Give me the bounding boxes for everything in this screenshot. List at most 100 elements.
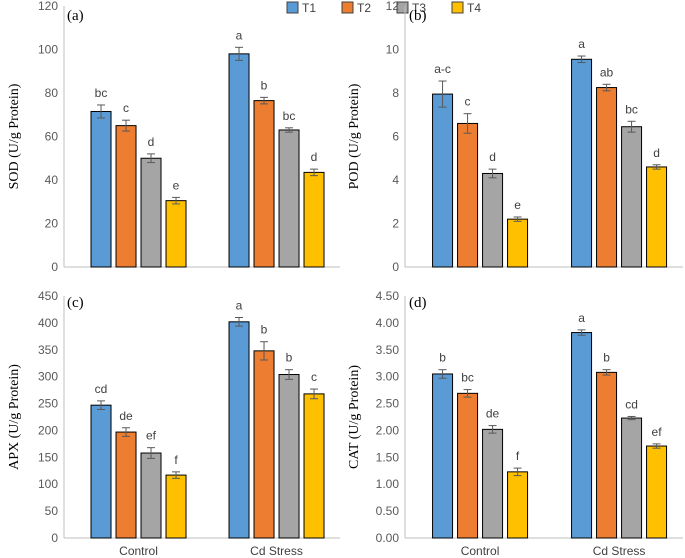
significance-letter: a — [236, 28, 243, 42]
significance-letter: c — [123, 101, 129, 115]
y-tick-label: 3.50 — [376, 343, 400, 357]
bar-t2-control — [457, 122, 479, 268]
x-category-label: Control — [119, 544, 158, 558]
y-tick-label: 60 — [45, 130, 59, 144]
significance-letter: e — [173, 178, 180, 192]
bar-t2-cd-stress — [253, 350, 275, 539]
bar-t3-control — [482, 428, 504, 539]
legend-item-t1: T1 — [286, 1, 316, 15]
significance-letter: d — [311, 150, 318, 164]
legend-item-t2: T2 — [341, 1, 371, 15]
bar-t1-control — [90, 110, 112, 268]
bar-t4-cd-stress — [303, 171, 325, 268]
bar-t1-control — [90, 404, 112, 539]
significance-letter: b — [261, 323, 268, 337]
y-tick-label: 100 — [38, 43, 58, 57]
bar-t2-control — [115, 431, 137, 539]
y-tick-label: 8 — [392, 86, 399, 100]
significance-letter: b — [603, 351, 610, 365]
legend-swatch-t1 — [286, 1, 299, 14]
significance-letter: f — [516, 449, 520, 463]
legend-swatch-t3 — [396, 1, 409, 14]
significance-letter: bc — [95, 86, 108, 100]
bar-t3-cd-stress — [278, 129, 300, 268]
significance-letter: ab — [600, 65, 614, 79]
x-category-label: Control — [461, 544, 500, 558]
y-tick-label: 2.00 — [376, 423, 400, 437]
significance-letter: b — [286, 351, 293, 365]
y-tick-label: 350 — [38, 343, 58, 357]
bar-t4-control — [165, 474, 187, 539]
y-tick-label: 100 — [38, 477, 58, 491]
y-tick-label: 4.00 — [376, 316, 400, 330]
significance-letter: a-c — [434, 62, 451, 76]
panel-label: (d) — [409, 295, 427, 311]
bar-t2-cd-stress — [596, 371, 618, 539]
y-tick-label: 4.50 — [376, 289, 400, 303]
significance-letter: b — [439, 351, 446, 365]
y-tick-label: 40 — [45, 173, 59, 187]
significance-letter: a — [578, 37, 585, 51]
significance-letter: cd — [625, 397, 638, 411]
x-category-label: Cd Stress — [250, 544, 303, 558]
y-tick-label: 50 — [45, 504, 59, 518]
bar-t1-control — [432, 93, 454, 268]
bar-t3-control — [140, 452, 162, 539]
bar-t1-cd-stress — [571, 58, 593, 268]
bar-t2-control — [457, 392, 479, 539]
significance-letter: a — [236, 299, 243, 313]
bar-t1-cd-stress — [228, 53, 250, 268]
y-tick-label: 0 — [51, 260, 58, 274]
significance-letter: bc — [461, 371, 474, 385]
significance-letter: e — [514, 198, 521, 212]
panel-label: (a) — [67, 8, 84, 24]
significance-letter: de — [486, 407, 500, 421]
y-axis-title: SOD (U/g Protein) — [7, 83, 22, 189]
panel-b-pod-chart: 0 2 4 6 8 10 12 POD (U/g Protein) (b) a-c c d e a ab bc… — [347, 0, 683, 274]
bar-t2-cd-stress — [596, 87, 618, 268]
legend-item-t4: T4 — [451, 1, 481, 15]
y-tick-label: 200 — [38, 423, 58, 437]
bar-t3-cd-stress — [621, 417, 643, 539]
panel-c-apx-chart: 0 50 100 150 200 250 300 350 400 450 APX (U/g Prot… — [7, 289, 340, 558]
y-tick-label: 1.00 — [376, 477, 400, 491]
y-tick-label: 120 — [38, 0, 58, 13]
significance-letter: d — [148, 135, 155, 149]
significance-letter: d — [489, 150, 496, 164]
bar-t4-control — [165, 200, 187, 268]
significance-letter: ef — [146, 429, 157, 443]
legend-item-t3: T3 — [396, 1, 426, 15]
y-tick-label: 0 — [392, 260, 399, 274]
legend: T1 T2 T3 T4 — [286, 1, 481, 15]
legend-swatch-t2 — [341, 1, 354, 14]
y-tick-label: 450 — [38, 289, 58, 303]
y-tick-label: 0 — [51, 531, 58, 545]
y-tick-label: 10 — [386, 43, 400, 57]
bar-t3-control — [482, 172, 504, 268]
y-tick-label: 150 — [38, 450, 58, 464]
legend-label-t1: T1 — [302, 1, 316, 15]
y-tick-label: 4 — [392, 173, 399, 187]
y-tick-label: 2.50 — [376, 397, 400, 411]
y-axis-title: APX (U/g Protein) — [7, 364, 22, 470]
legend-label-t4: T4 — [467, 1, 481, 15]
bar-t2-cd-stress — [253, 100, 275, 268]
panel-a-sod-chart: 0 20 40 60 80 100 120 SOD (U/g Protein) (a) bc c d e… — [7, 0, 340, 274]
x-category-label: Cd Stress — [593, 544, 646, 558]
bar-t2-control — [115, 125, 137, 268]
significance-letter: b — [261, 78, 268, 92]
significance-letter: c — [465, 95, 471, 109]
bar-t3-cd-stress — [278, 374, 300, 539]
bar-t1-cd-stress — [571, 332, 593, 539]
y-tick-label: 1.50 — [376, 450, 400, 464]
bar-t1-cd-stress — [228, 321, 250, 539]
y-tick-label: 2 — [392, 217, 399, 231]
bar-t3-cd-stress — [621, 126, 643, 268]
y-axis-title: CAT (U/g Protein) — [347, 365, 362, 469]
y-tick-label: 3.00 — [376, 370, 400, 384]
bar-t1-control — [432, 373, 454, 539]
bar-t4-cd-stress — [303, 393, 325, 539]
legend-label-t2: T2 — [357, 1, 371, 15]
panel-label: (b) — [409, 8, 427, 24]
